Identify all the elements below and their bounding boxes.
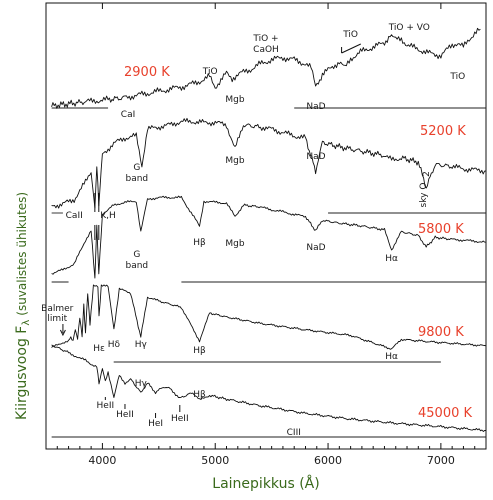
series-temperature-label: 45000 K [418,406,472,421]
line-label-tio-caoh-2: CaOH [253,45,279,55]
line-label-mgb: Mgb [225,239,244,249]
line-label-tio-vo: TiO + VO [388,23,430,33]
line-label-tio-caoh-1: TiO + [252,34,278,44]
x-axis-ticks: 4000 5000 6000 7000 [56,3,487,467]
line-label-g-band-2: band [125,174,148,184]
annotation-group: 2900 K 5200 K 5800 K 9800 K 45000 K CaI TiO Mgb… [41,23,472,438]
x-tick-label: 6000 [314,454,342,467]
line-label-ciii: CIII [287,428,301,438]
line-label-sky-o2: sky O [419,183,429,208]
series-temperature-label: 2900 K [124,65,170,80]
x-axis-title: Lainepikkus (Å) [212,475,319,492]
line-label-g-band-2: band [125,261,148,271]
line-label-g-band-1: G [133,250,140,260]
line-label-nad: NaD [306,152,325,162]
y-axis-title-subscript: λ [21,320,32,326]
line-label-g-band-1: G [133,163,140,173]
line-label-heii-4686: HeII [171,414,189,424]
line-label-halpha: Hα [385,254,398,264]
line-label-mgb: Mgb [225,156,244,166]
line-label-nad: NaD [306,102,325,112]
y-axis-title: Kiirgusvoog Fλ (suvalistes ühikutes) [14,192,32,420]
line-label-caii: CaII [66,211,83,221]
plot-frame [45,2,487,450]
line-label-hbeta: Hβ [193,390,206,400]
line-label-cai: CaI [121,110,135,120]
line-label-hei-4471: HeI [148,419,163,429]
tio-band-marker [341,43,361,54]
line-label-hbeta: Hβ [193,346,206,356]
line-label-hgamma: Hγ [135,340,148,350]
line-label-hbeta: Hβ [193,238,206,248]
line-label-kh: K,H [100,211,116,221]
y-axis-title-main: Kiirgusvoog F [14,326,30,420]
spectrum-line-2900k [51,27,481,109]
x-tick-label: 5000 [201,454,229,467]
x-tick-label: 7000 [427,454,455,467]
line-label-balmer-1: Balmer [41,304,73,314]
line-label-hgamma: Hγ [135,379,148,389]
spectra-group [51,27,487,438]
line-label-hepsilon: Hε [93,344,105,354]
series-temperature-label: 5200 K [420,124,466,139]
line-label-hdelta: Hδ [108,340,121,350]
line-label-tio-red: TiO [449,72,465,82]
spectrum-line-9800k [51,284,487,350]
y-axis-title-units: (suvalistes ühikutes) [15,192,29,316]
line-label-balmer-2: limit [47,314,67,324]
line-label-sky-o2-sub: 2 [422,171,432,177]
spectrum-line-45000k [51,344,486,432]
balmer-limit-arrowhead [59,329,66,337]
series-temperature-label: 9800 K [418,325,464,340]
line-label-tio-band: TiO [342,30,358,40]
spectrum-line-5800k [51,195,487,279]
line-label-nad: NaD [306,243,325,253]
line-label-mgb: Mgb [225,95,244,105]
line-label-tio: TiO [202,67,218,77]
line-label-heii-4026: HeII [97,401,115,411]
spectrum-line-5200k [51,117,487,209]
x-tick-label: 4000 [88,454,116,467]
series-temperature-label: 5800 K [418,222,464,237]
line-label-halpha: Hα [385,352,398,362]
line-label-heii-4200: HeII [116,410,134,420]
